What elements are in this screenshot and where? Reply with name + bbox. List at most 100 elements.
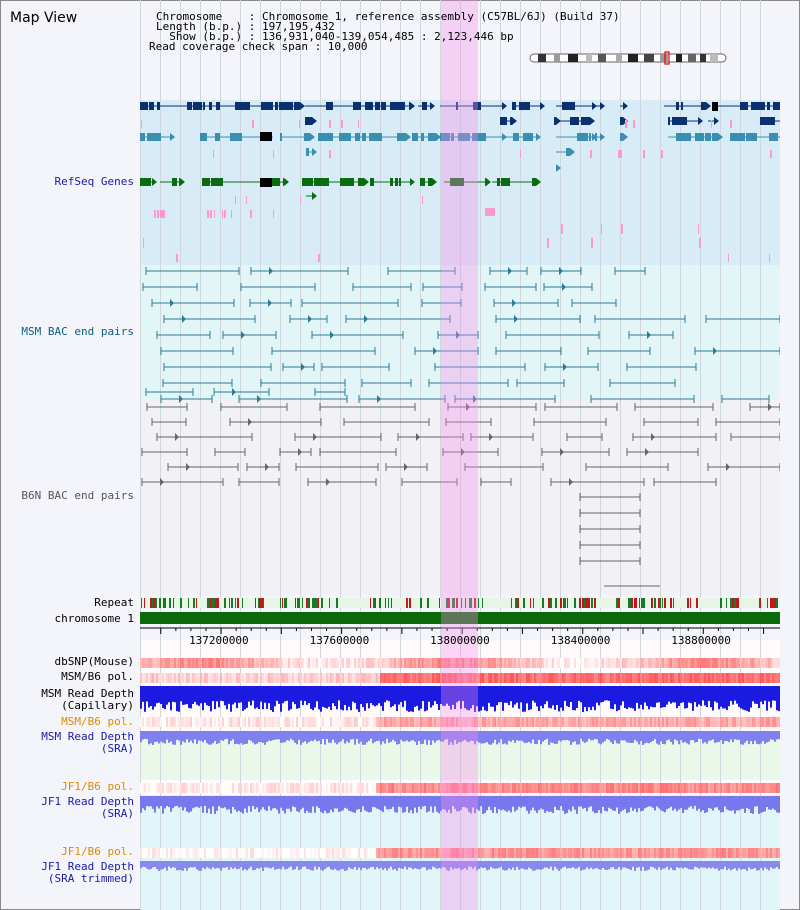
heat-cell [748, 717, 750, 727]
heat-cell [356, 848, 358, 858]
msm-read-depth-capillary-label[interactable]: MSM Read Depth (Capillary) [41, 687, 134, 712]
gene-exon [421, 133, 424, 141]
heat-cell [540, 673, 542, 683]
heat-cell [620, 658, 622, 668]
gene-strand-arrow [570, 148, 575, 156]
jf1-b6-pol-label[interactable]: JF1/B6 pol. [61, 780, 134, 793]
msm-bac-end-pairs-label[interactable]: MSM BAC end pairs [21, 325, 134, 338]
dbsnp-label[interactable]: dbSNP(Mouse) [54, 655, 134, 668]
depth-bar [242, 731, 244, 745]
heat-cell [746, 717, 748, 727]
depth-bar [436, 796, 438, 812]
show-range-info: Show (b.p.) : 136,931,040-139,054,485 : … [156, 30, 514, 43]
msm-read-depth-sra-label[interactable]: MSM Read Depth (SRA) [41, 730, 134, 755]
heat-cell [154, 673, 156, 683]
depth-bar [278, 796, 280, 814]
depth-bar [344, 686, 346, 706]
heat-cell [198, 717, 200, 727]
depth-bar [540, 731, 542, 745]
depth-bar [696, 731, 698, 743]
depth-bar [336, 686, 338, 710]
heat-cell [320, 717, 322, 727]
depth-bar [142, 731, 144, 740]
heat-cell [598, 717, 600, 727]
depth-bar [270, 796, 272, 811]
bac-end-arrow [651, 433, 655, 441]
heat-cell [206, 658, 208, 668]
heat-cell [242, 848, 244, 858]
depth-bar [298, 686, 300, 709]
depth-bar [448, 686, 450, 706]
heat-cell [392, 658, 394, 668]
repeat-element [391, 598, 392, 608]
heat-cell [564, 658, 566, 668]
repeat-element [302, 598, 303, 608]
depth-bar [776, 731, 778, 740]
chromosome-ideogram[interactable] [528, 51, 730, 65]
heat-cell [630, 673, 632, 683]
heat-cell [702, 848, 704, 858]
heat-cell [610, 848, 612, 858]
depth-bar [484, 861, 486, 868]
depth-bar [458, 861, 460, 869]
heat-cell [352, 658, 354, 668]
heat-cell [362, 783, 364, 793]
heat-cell [446, 848, 448, 858]
msm-b6-pol-sra-label[interactable]: MSM/B6 pol. [61, 715, 134, 728]
heat-cell [636, 673, 638, 683]
depth-bar [318, 731, 320, 741]
heat-cell [146, 717, 148, 727]
genome-tracks[interactable] [140, 0, 780, 910]
heat-cell [440, 658, 442, 668]
depth-bar [768, 861, 770, 871]
gene-exon [620, 133, 623, 141]
depth-bar [692, 686, 694, 711]
heat-cell [700, 783, 702, 793]
heat-cell [344, 673, 346, 683]
depth-bar [566, 731, 568, 741]
depth-bar [542, 796, 544, 810]
depth-bar [188, 686, 190, 708]
depth-bar [326, 861, 328, 868]
depth-bar [536, 796, 538, 813]
depth-bar [338, 686, 340, 701]
repeat-label[interactable]: Repeat [94, 596, 134, 609]
depth-bar [638, 796, 640, 809]
heat-cell [412, 673, 414, 683]
heat-cell [228, 783, 230, 793]
b6n-bac-end-pairs-label[interactable]: B6N BAC end pairs [21, 489, 134, 502]
heat-cell [208, 717, 210, 727]
heat-cell [664, 848, 666, 858]
heat-cell [278, 783, 280, 793]
jf1-read-depth-sra-label[interactable]: JF1 Read Depth (SRA) [41, 795, 134, 820]
jf1-b6-pol-trimmed-label[interactable]: JF1/B6 pol. [61, 845, 134, 858]
heat-cell [512, 673, 514, 683]
depth-bar [194, 861, 196, 868]
heat-cell [700, 717, 702, 727]
depth-bar [560, 686, 562, 708]
depth-bar [572, 861, 574, 868]
jf1-read-depth-trimmed-label[interactable]: JF1 Read Depth (SRA trimmed) [41, 860, 134, 885]
depth-bar [312, 686, 314, 711]
depth-bar [602, 686, 604, 702]
depth-bar [720, 796, 722, 813]
gene-exon [355, 133, 360, 141]
heat-cell [720, 717, 722, 727]
heat-cell [598, 673, 600, 683]
heat-cell [768, 658, 770, 668]
msm-b6-pol-label[interactable]: MSM/B6 pol. [61, 670, 134, 683]
gene-exon [216, 102, 220, 110]
depth-bar [736, 731, 738, 740]
heat-cell [444, 717, 446, 727]
heat-cell [672, 783, 674, 793]
refseq-genes-label[interactable]: RefSeq Genes [54, 175, 134, 188]
heat-cell [258, 673, 260, 683]
depth-bar [478, 686, 480, 712]
depth-bar [526, 686, 528, 704]
heat-cell [484, 658, 486, 668]
depth-bar [318, 796, 320, 809]
depth-bar [218, 731, 220, 744]
depth-bar [292, 861, 294, 871]
heat-cell [354, 848, 356, 858]
heat-cell [140, 783, 142, 793]
